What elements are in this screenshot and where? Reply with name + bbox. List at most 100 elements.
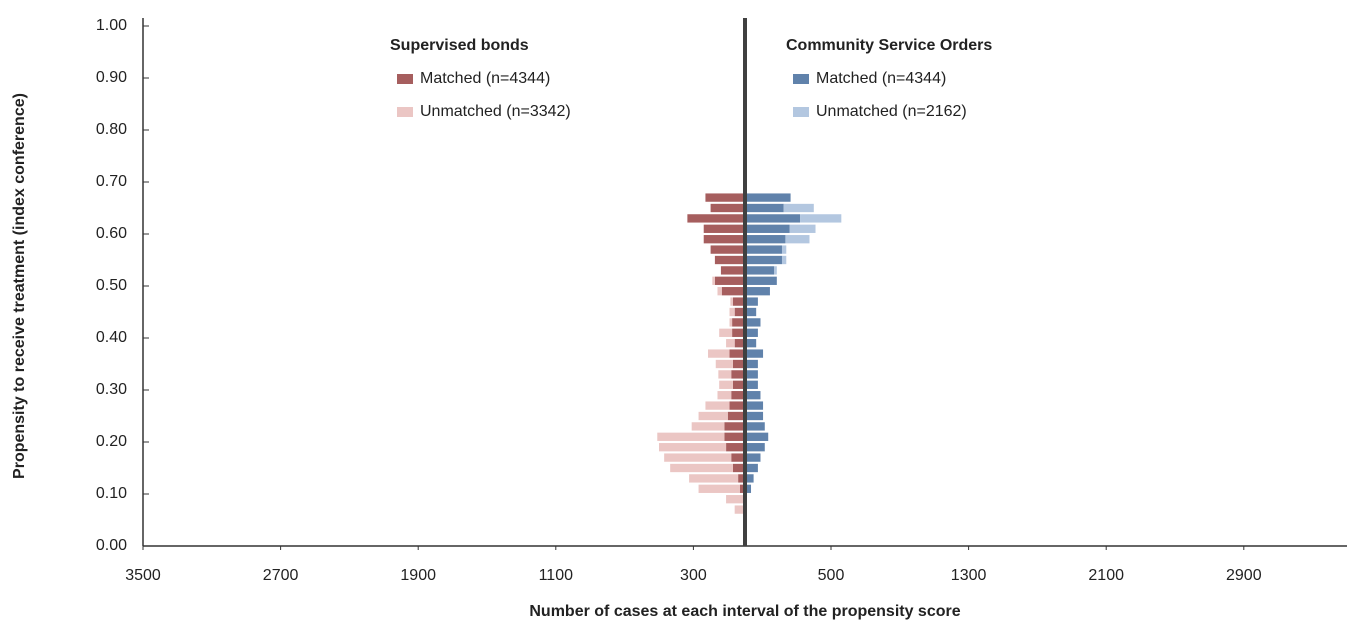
legend-label: Matched (n=4344) bbox=[816, 70, 946, 87]
bar bbox=[745, 287, 770, 296]
bar bbox=[731, 370, 745, 379]
x-tick-label: 2100 bbox=[1088, 567, 1124, 584]
x-tick-label: 2900 bbox=[1226, 567, 1262, 584]
bar bbox=[705, 401, 730, 410]
bar bbox=[745, 339, 757, 348]
bar bbox=[732, 380, 745, 389]
bar bbox=[781, 245, 787, 254]
bar bbox=[745, 453, 761, 462]
x-tick-label: 500 bbox=[818, 567, 845, 584]
y-tick-label: 0.10 bbox=[96, 485, 127, 502]
bar bbox=[745, 255, 782, 265]
y-tick-label: 0.30 bbox=[96, 381, 127, 398]
bar bbox=[745, 266, 775, 275]
bar bbox=[703, 235, 745, 244]
bar bbox=[710, 203, 745, 213]
bar bbox=[745, 391, 761, 400]
bar bbox=[724, 432, 745, 441]
legend-title: Supervised bonds bbox=[390, 37, 529, 54]
bar bbox=[745, 214, 801, 223]
bar bbox=[729, 318, 733, 327]
bar bbox=[714, 255, 745, 265]
bar bbox=[703, 224, 745, 233]
bar bbox=[657, 432, 725, 441]
bar bbox=[745, 307, 757, 317]
bar bbox=[719, 380, 733, 389]
x-tick-label: 1900 bbox=[400, 567, 436, 584]
legend-label: Unmatched (n=3342) bbox=[420, 103, 571, 120]
bar bbox=[745, 203, 784, 213]
legend-swatch bbox=[397, 107, 413, 117]
bar bbox=[729, 307, 735, 317]
bar bbox=[731, 391, 745, 400]
bar bbox=[745, 235, 786, 244]
y-tick-label: 1.00 bbox=[96, 17, 127, 34]
bar bbox=[714, 276, 745, 285]
y-tick-label: 0.40 bbox=[96, 329, 127, 346]
bar bbox=[710, 245, 745, 254]
bar bbox=[659, 443, 727, 452]
bar bbox=[708, 349, 730, 358]
x-tick-label: 2700 bbox=[263, 567, 299, 584]
bar bbox=[745, 328, 758, 337]
legend-label: Unmatched (n=2162) bbox=[816, 103, 967, 120]
bar bbox=[745, 380, 758, 389]
bar bbox=[698, 411, 728, 421]
y-tick-label: 0.50 bbox=[96, 277, 127, 294]
bar bbox=[745, 297, 758, 306]
bar bbox=[745, 422, 765, 431]
bar bbox=[745, 349, 764, 358]
bar bbox=[705, 193, 745, 202]
bar bbox=[730, 297, 733, 306]
y-axis-title: Propensity to receive treatment (index c… bbox=[11, 93, 28, 479]
bar bbox=[664, 453, 732, 462]
bar bbox=[691, 422, 725, 431]
bar bbox=[789, 224, 816, 233]
bar bbox=[732, 463, 745, 473]
bar bbox=[732, 297, 745, 306]
bar bbox=[745, 224, 790, 233]
bar bbox=[726, 495, 745, 504]
y-tick-label: 0.90 bbox=[96, 69, 127, 86]
x-axis-title: Number of cases at each interval of the … bbox=[529, 603, 960, 620]
bar bbox=[732, 318, 745, 327]
legend-swatch bbox=[793, 107, 809, 117]
bar bbox=[721, 287, 745, 296]
y-tick-label: 0.60 bbox=[96, 225, 127, 242]
bar bbox=[774, 266, 777, 275]
bar bbox=[745, 432, 769, 441]
bar bbox=[734, 339, 745, 348]
bar bbox=[745, 474, 754, 483]
y-tick-label: 0.00 bbox=[96, 537, 127, 554]
bar bbox=[745, 193, 791, 202]
bar bbox=[720, 266, 745, 275]
bar bbox=[745, 411, 764, 421]
x-tick-label: 3500 bbox=[125, 567, 161, 584]
legend-swatch bbox=[397, 74, 413, 84]
bar bbox=[745, 359, 758, 369]
bar bbox=[783, 203, 814, 213]
bar bbox=[734, 505, 745, 514]
bar bbox=[715, 359, 733, 369]
bar bbox=[689, 474, 739, 483]
bar bbox=[712, 276, 715, 285]
x-tick-label: 1300 bbox=[951, 567, 987, 584]
y-tick-label: 0.20 bbox=[96, 433, 127, 450]
bar bbox=[745, 370, 758, 379]
bar bbox=[719, 328, 733, 337]
bar bbox=[729, 349, 745, 358]
bar bbox=[726, 443, 745, 452]
y-tick-label: 0.70 bbox=[96, 173, 127, 190]
bar bbox=[670, 463, 733, 473]
bar bbox=[734, 307, 745, 317]
bar bbox=[738, 474, 745, 483]
x-tick-label: 1100 bbox=[539, 567, 574, 584]
legend-label: Matched (n=4344) bbox=[420, 70, 550, 87]
bar bbox=[726, 339, 735, 348]
bar bbox=[785, 235, 810, 244]
legend-swatch bbox=[793, 74, 809, 84]
bar bbox=[687, 214, 745, 223]
bar bbox=[745, 484, 752, 493]
bar bbox=[731, 453, 745, 462]
